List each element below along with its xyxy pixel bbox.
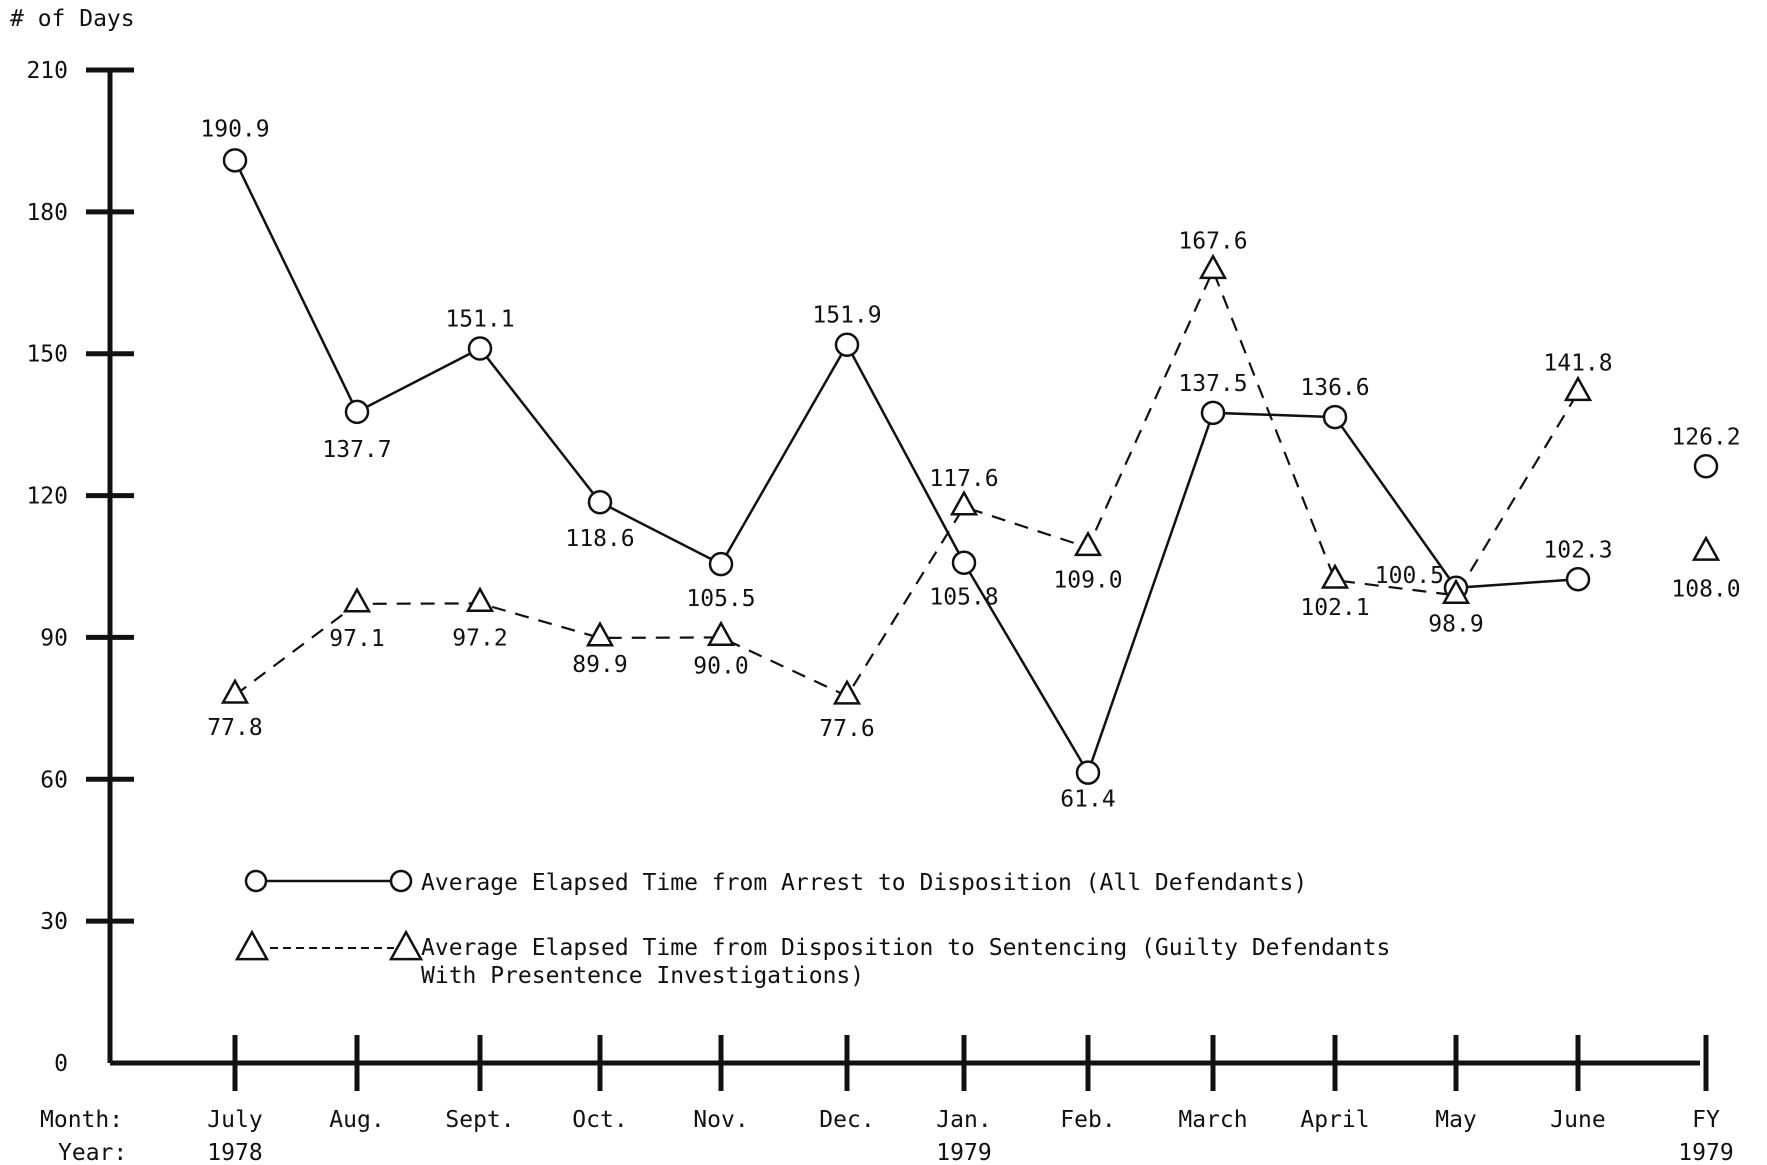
circle-marker: [244, 869, 268, 893]
x-tick-label: July: [207, 1107, 262, 1133]
data-label: 117.6: [929, 466, 998, 492]
y-tick-label: 30: [40, 909, 68, 935]
data-label: 98.9: [1428, 611, 1483, 637]
data-label: 100.5: [1375, 563, 1444, 589]
triangle-marker: [832, 679, 862, 705]
data-label: 109.0: [1053, 568, 1122, 594]
data-label: 151.1: [445, 307, 514, 333]
y-axis-title: # of Days: [10, 6, 135, 32]
triangle-marker: [1198, 253, 1228, 280]
circle-marker: [587, 489, 613, 515]
series-markers: [220, 148, 1721, 785]
x-tick-label: April: [1300, 1107, 1369, 1133]
data-label: 141.8: [1543, 350, 1612, 376]
data-label: 105.8: [929, 585, 998, 611]
triangle-marker: [220, 678, 250, 704]
y-tick-label: 60: [40, 767, 68, 793]
x-year-label: 1978: [207, 1140, 262, 1165]
y-axis-ticks: 0 30 60 90 120 150 180 210: [26, 58, 134, 1077]
triangle-marker: [706, 620, 736, 647]
data-label: 77.6: [819, 716, 874, 742]
data-label: 108.0: [1671, 576, 1740, 602]
x-year-label: 1979: [936, 1140, 991, 1165]
triangle-marker: [342, 587, 372, 613]
data-label: 90.0: [693, 653, 748, 679]
data-label: 97.1: [329, 626, 384, 652]
y-tick-label: 210: [26, 58, 68, 84]
x-tick-label: Feb.: [1060, 1107, 1115, 1133]
x-tick-label: May: [1435, 1107, 1477, 1133]
data-label: 89.9: [572, 652, 627, 678]
data-label: 126.2: [1671, 424, 1740, 450]
circle-marker: [222, 148, 248, 173]
circle-marker: [1565, 567, 1591, 592]
circle-marker: [834, 332, 860, 357]
legend-item-arrest-to-disposition: Average Elapsed Time from Arrest to Disp…: [244, 869, 1307, 896]
circle-marker: [1322, 404, 1348, 430]
series-lines: [233, 159, 1579, 776]
x-tick-label: Sept.: [445, 1107, 514, 1133]
data-label: 118.6: [565, 526, 634, 552]
circle-marker: [344, 399, 370, 425]
triangle-marker: [388, 929, 424, 961]
x-tick-label: Oct.: [572, 1107, 627, 1133]
x-year-label: 1979: [1678, 1140, 1733, 1165]
x-tick-label: Dec.: [819, 1107, 874, 1133]
triangle-marker: [1441, 578, 1471, 604]
month-row-label: Month:: [40, 1107, 123, 1133]
circle-marker: [389, 869, 413, 893]
triangle-marker: [1691, 535, 1721, 561]
circle-marker: [1200, 400, 1226, 426]
data-label: 77.8: [207, 715, 262, 741]
data-label: 151.9: [812, 303, 881, 329]
x-tick-label: Jan.: [936, 1107, 991, 1133]
triangle-marker: [1320, 563, 1350, 589]
data-label: 61.4: [1060, 787, 1115, 813]
year-row-label: Year:: [58, 1140, 127, 1165]
y-tick-label: 180: [26, 200, 68, 226]
axes: [107, 70, 1700, 1066]
series-line-disposition-to-sentencing: [234, 267, 1579, 698]
y-tick-label: 150: [26, 342, 68, 368]
legend-item-disposition-to-sentencing: Average Elapsed Time from Disposition to…: [234, 929, 1390, 989]
data-label: 137.7: [322, 437, 391, 463]
circle-marker: [708, 551, 734, 577]
triangle-marker: [1563, 375, 1593, 402]
data-label: 137.5: [1178, 371, 1247, 397]
data-label: 102.1: [1300, 595, 1369, 621]
x-tick-label: FY: [1692, 1107, 1720, 1133]
triangle-marker: [585, 621, 615, 647]
data-label: 190.9: [200, 116, 269, 142]
y-tick-label: 0: [54, 1051, 68, 1077]
triangle-marker: [465, 586, 495, 612]
series-line-arrest-to-disposition: [233, 159, 1579, 776]
data-label: 136.6: [1300, 375, 1369, 401]
x-tick-label: Nov.: [693, 1107, 748, 1133]
circle-marker: [1075, 760, 1101, 785]
data-label: 97.2: [452, 625, 507, 651]
y-tick-label: 120: [26, 484, 68, 510]
triangle-marker: [234, 929, 270, 961]
x-tick-label: Aug.: [329, 1107, 384, 1133]
circle-marker: [951, 550, 977, 575]
legend-label-line-2: With Presentence Investigations): [421, 963, 864, 989]
data-label: 167.6: [1178, 228, 1247, 254]
triangle-marker: [1073, 530, 1103, 557]
legend-label-line-1: Average Elapsed Time from Disposition to…: [421, 935, 1390, 961]
legend-label: Average Elapsed Time from Arrest to Disp…: [421, 870, 1307, 896]
legend: Average Elapsed Time from Arrest to Disp…: [234, 869, 1390, 989]
data-label: 105.5: [686, 586, 755, 612]
y-tick-label: 90: [40, 625, 68, 651]
data-labels: 190.9 137.7 151.1 118.6 105.5 151.9 105.8 61.4 1…: [200, 116, 1740, 812]
triangle-marker: [949, 490, 979, 516]
x-tick-label: June: [1550, 1107, 1605, 1133]
data-label: 102.3: [1543, 537, 1612, 563]
circle-marker: [1693, 454, 1719, 479]
x-tick-label: March: [1178, 1107, 1247, 1133]
x-axis-ticks: July 1978 Aug. Sept. Oct. Nov. Dec. Jan. 1979 Feb…: [207, 1035, 1734, 1165]
circle-marker: [467, 336, 493, 361]
